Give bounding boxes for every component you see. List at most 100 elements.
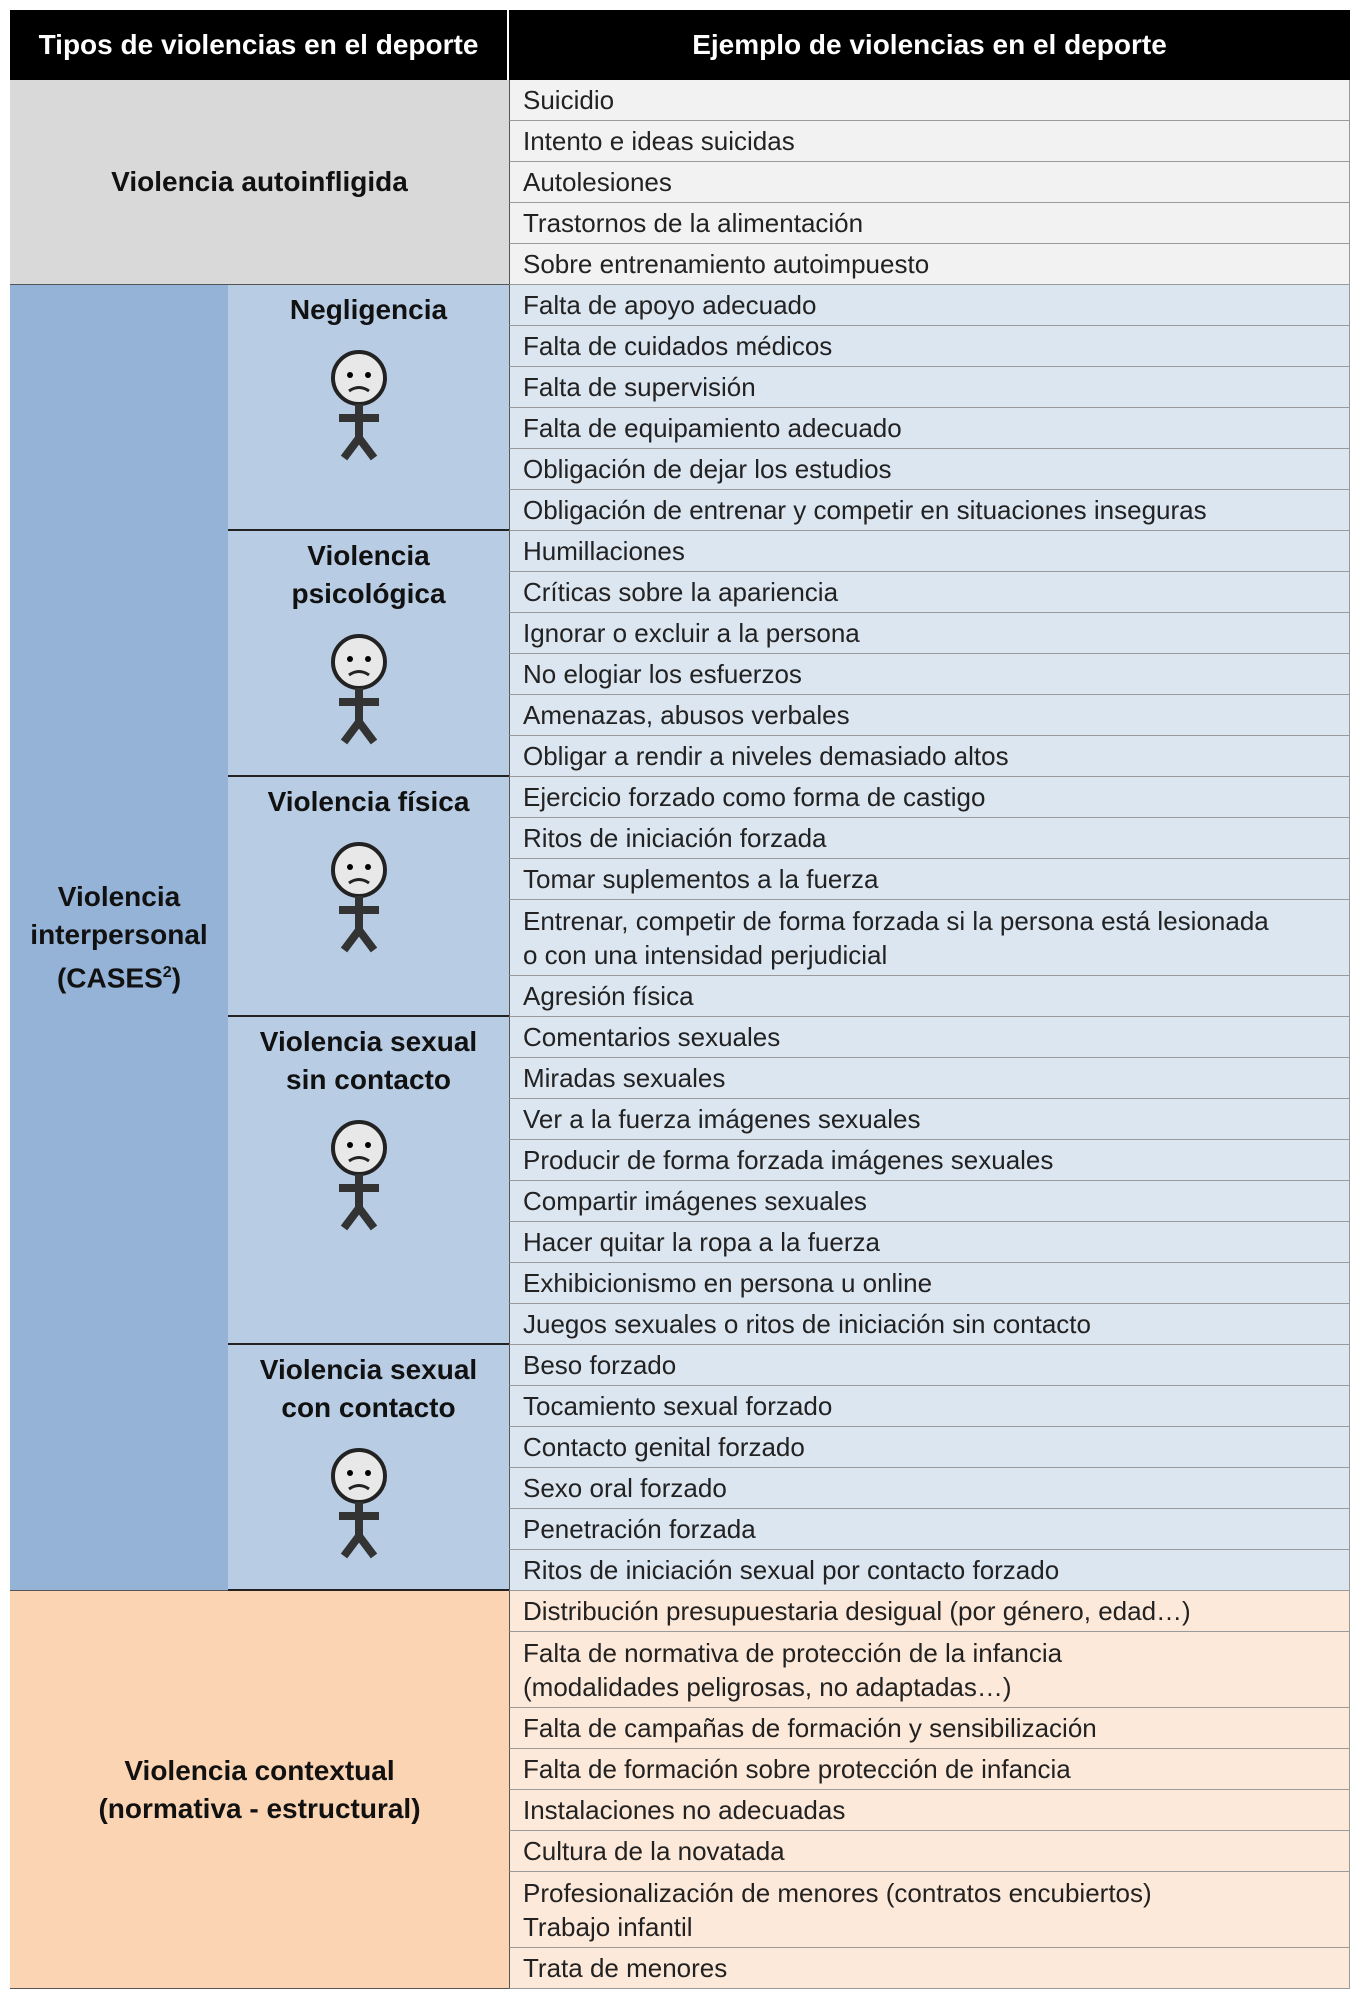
example-text: (modalidades peligrosas, no adaptadas…) — [523, 1671, 1012, 1702]
subgroup-label-cell: Violencia psicológica — [228, 531, 509, 777]
example-text: Miradas sexuales — [523, 1063, 726, 1093]
example-row: Falta de campañas de formación y sensibi… — [509, 1708, 1350, 1749]
example-row: Falta de apoyo adecuado — [509, 285, 1350, 326]
example-row: Cultura de la novatada — [509, 1831, 1350, 1872]
example-text: Tomar suplementos a la fuerza — [523, 864, 879, 894]
example-text: Intento e ideas suicidas — [523, 126, 795, 156]
group-label: (CASES2) — [56, 962, 182, 994]
subgroup-label: Violencia psicológica — [291, 540, 446, 609]
example-row: Suicidio — [509, 80, 1350, 121]
group-label-cell: Violencia interpersonal (CASES2) — [10, 285, 228, 1591]
example-text: Juegos sexuales o ritos de iniciación si… — [523, 1309, 1091, 1339]
example-row: Profesionalización de menores (contratos… — [509, 1872, 1350, 1948]
example-row: Críticas sobre la apariencia — [509, 572, 1350, 613]
example-row: Exhibicionismo en persona u online — [509, 1263, 1350, 1304]
example-row: Producir de forma forzada imágenes sexua… — [509, 1140, 1350, 1181]
icon — [330, 842, 387, 953]
example-row: Agresión física — [509, 976, 1350, 1017]
example-text: Producir de forma forzada imágenes sexua… — [523, 1145, 1054, 1175]
example-text: Falta de cuidados médicos — [523, 331, 833, 361]
example-row: Ignorar o excluir a la persona — [509, 613, 1350, 654]
example-row: Miradas sexuales — [509, 1058, 1350, 1099]
group-label-cell: Violencia autoinfligida — [10, 80, 509, 285]
example-row: Ritos de iniciación sexual por contacto … — [509, 1550, 1350, 1591]
example-text: Falta de normativa de protección de la i… — [523, 1637, 1063, 1668]
example-row: Beso forzado — [509, 1345, 1350, 1386]
example-text: Falta de supervisión — [523, 372, 756, 402]
icon — [330, 634, 387, 745]
header-cell: Tipos de violencias en el deporte — [10, 10, 509, 80]
example-row: Instalaciones no adecuadas — [509, 1790, 1350, 1831]
subgroup-label-cell: Violencia sexual con contacto — [228, 1345, 509, 1591]
example-text: Falta de apoyo adecuado — [523, 290, 817, 320]
example-text: Profesionalización de menores (contratos… — [523, 1877, 1152, 1908]
example-row: Obligación de entrenar y competir en sit… — [509, 490, 1350, 531]
example-row: Falta de formación sobre protección de i… — [509, 1749, 1350, 1790]
example-row: Sexo oral forzado — [509, 1468, 1350, 1509]
example-text: Cultura de la novatada — [523, 1836, 785, 1866]
example-text: Sobre entrenamiento autoimpuesto — [523, 249, 930, 279]
example-text: Ver a la fuerza imágenes sexuales — [523, 1104, 921, 1134]
example-text: Comentarios sexuales — [523, 1022, 781, 1052]
example-text: Obligación de dejar los estudios — [523, 454, 892, 484]
example-text: Obligación de entrenar y competir en sit… — [523, 495, 1207, 525]
example-text: Contacto genital forzado — [523, 1432, 805, 1462]
example-row: Autolesiones — [509, 162, 1350, 203]
example-text: Ritos de iniciación forzada — [523, 823, 827, 853]
example-text: Trastornos de la alimentación — [523, 208, 864, 238]
footnote: 2 — [162, 963, 172, 981]
subgroup-label-cell: Violencia sexual sin contacto — [228, 1017, 509, 1345]
example-row: Obligación de dejar los estudios — [509, 449, 1350, 490]
example-row: Tomar suplementos a la fuerza — [509, 859, 1350, 900]
example-text: Trata de menores — [523, 1953, 728, 1983]
example-text: Humillaciones — [523, 536, 685, 566]
example-text: Beso forzado — [523, 1350, 677, 1380]
subgroup-label-cell: Violencia física — [228, 777, 509, 1017]
group-label: interpersonal — [30, 918, 208, 950]
header-cell: Ejemplo de violencias en el deporte — [509, 10, 1350, 80]
example-text: Ejercicio forzado como forma de castigo — [523, 782, 986, 812]
example-row: Ver a la fuerza imágenes sexuales — [509, 1099, 1350, 1140]
example-row: Juegos sexuales o ritos de iniciación si… — [509, 1304, 1350, 1345]
example-text: Ritos de iniciación sexual por contacto … — [523, 1555, 1060, 1585]
example-text: Hacer quitar la ropa a la fuerza — [523, 1227, 880, 1257]
example-row: No elogiar los esfuerzos — [509, 654, 1350, 695]
icon — [330, 1448, 387, 1559]
example-row: Distribución presupuestaria desigual (po… — [509, 1591, 1350, 1632]
example-row: Penetración forzada — [509, 1509, 1350, 1550]
example-row: Falta de cuidados médicos — [509, 326, 1350, 367]
group-label: Violencia contextual — [124, 1754, 395, 1786]
example-row: Obligar a rendir a niveles demasiado alt… — [509, 736, 1350, 777]
group-label: Violencia autoinfligida — [111, 166, 408, 197]
example-text: Tocamiento sexual forzado — [523, 1391, 833, 1421]
example-row: Humillaciones — [509, 531, 1350, 572]
example-row: Tocamiento sexual forzado — [509, 1386, 1350, 1427]
group-label: Violencia — [57, 880, 181, 912]
example-row: Comentarios sexuales — [509, 1017, 1350, 1058]
example-text: Suicidio — [523, 85, 615, 115]
example-row: Amenazas, abusos verbales — [509, 695, 1350, 736]
example-row: Falta de equipamiento adecuado — [509, 408, 1350, 449]
example-text: Falta de equipamiento adecuado — [523, 413, 902, 443]
group-label-tail: ) — [171, 962, 182, 994]
example-text: Agresión física — [523, 981, 694, 1011]
subgroup-label: Violencia sexual con contacto — [259, 1354, 478, 1423]
header-text: Ejemplo de violencias en el deporte — [692, 29, 1167, 60]
example-text: Obligar a rendir a niveles demasiado alt… — [523, 741, 1009, 771]
example-text: Distribución presupuestaria desigual (po… — [523, 1596, 1191, 1626]
example-text: Falta de formación sobre protección de i… — [523, 1754, 1071, 1784]
example-text: Penetración forzada — [523, 1514, 756, 1544]
example-text: o con una intensidad perjudicial — [523, 939, 888, 970]
group-label-cell: Violencia contextual (normativa - estruct… — [10, 1591, 509, 1989]
example-text: Autolesiones — [523, 167, 672, 197]
example-text: Críticas sobre la apariencia — [523, 577, 839, 607]
example-row: Sobre entrenamiento autoimpuesto — [509, 244, 1350, 285]
example-row: Hacer quitar la ropa a la fuerza — [509, 1222, 1350, 1263]
example-text: Amenazas, abusos verbales — [523, 700, 850, 730]
example-row: Intento e ideas suicidas — [509, 121, 1350, 162]
icon — [330, 1120, 387, 1231]
header-text: Tipos de violencias en el deporte — [38, 29, 479, 60]
subgroup-label: Violencia física — [267, 786, 470, 817]
group-label: (normativa - estructural) — [98, 1792, 421, 1824]
example-text: Falta de campañas de formación y sensibi… — [523, 1713, 1097, 1743]
